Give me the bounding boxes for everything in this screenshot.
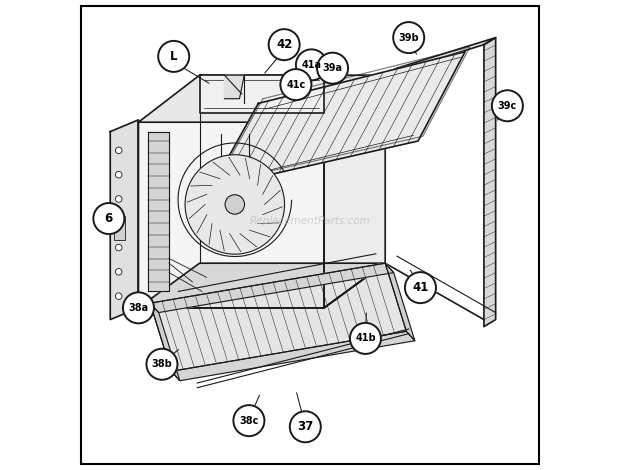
Circle shape	[115, 268, 122, 275]
Circle shape	[115, 244, 122, 251]
Circle shape	[393, 22, 424, 53]
Circle shape	[115, 293, 122, 299]
Polygon shape	[385, 38, 495, 75]
Text: 6: 6	[105, 212, 113, 225]
Text: 38c: 38c	[239, 415, 259, 426]
Circle shape	[185, 155, 285, 254]
Text: 42: 42	[276, 38, 293, 51]
Polygon shape	[171, 331, 415, 381]
Circle shape	[233, 405, 264, 436]
Circle shape	[317, 53, 348, 84]
Circle shape	[115, 220, 122, 227]
Polygon shape	[211, 52, 465, 188]
Circle shape	[296, 49, 327, 80]
Circle shape	[492, 90, 523, 121]
Text: 39c: 39c	[498, 101, 517, 111]
Circle shape	[280, 69, 311, 100]
Circle shape	[115, 172, 122, 178]
Polygon shape	[200, 75, 324, 113]
Polygon shape	[110, 120, 138, 320]
Circle shape	[405, 272, 436, 303]
Text: 38b: 38b	[151, 359, 172, 369]
Polygon shape	[150, 263, 394, 313]
Circle shape	[115, 147, 122, 154]
Circle shape	[268, 29, 299, 60]
Polygon shape	[148, 132, 169, 291]
Polygon shape	[484, 38, 495, 327]
Text: 41: 41	[412, 281, 428, 294]
Text: 39b: 39b	[399, 32, 419, 43]
Circle shape	[290, 411, 321, 442]
Circle shape	[225, 195, 244, 214]
Circle shape	[146, 349, 177, 380]
Text: 41a: 41a	[301, 60, 321, 70]
Polygon shape	[138, 263, 385, 308]
Polygon shape	[150, 303, 180, 381]
Text: L: L	[170, 50, 177, 63]
Polygon shape	[385, 263, 415, 341]
Circle shape	[350, 323, 381, 354]
Polygon shape	[150, 263, 406, 371]
Circle shape	[123, 292, 154, 323]
Circle shape	[158, 41, 189, 72]
Text: ReplacementParts.com: ReplacementParts.com	[250, 216, 370, 226]
Circle shape	[94, 203, 125, 234]
Text: 39a: 39a	[322, 63, 343, 73]
Text: 41c: 41c	[286, 79, 306, 90]
Polygon shape	[224, 75, 244, 99]
Circle shape	[115, 196, 122, 202]
Text: 37: 37	[297, 420, 314, 433]
Bar	[113, 216, 125, 240]
Text: 38a: 38a	[128, 303, 149, 313]
Polygon shape	[324, 75, 385, 308]
Text: 41b: 41b	[355, 333, 376, 344]
Polygon shape	[138, 75, 385, 122]
Polygon shape	[138, 122, 324, 308]
